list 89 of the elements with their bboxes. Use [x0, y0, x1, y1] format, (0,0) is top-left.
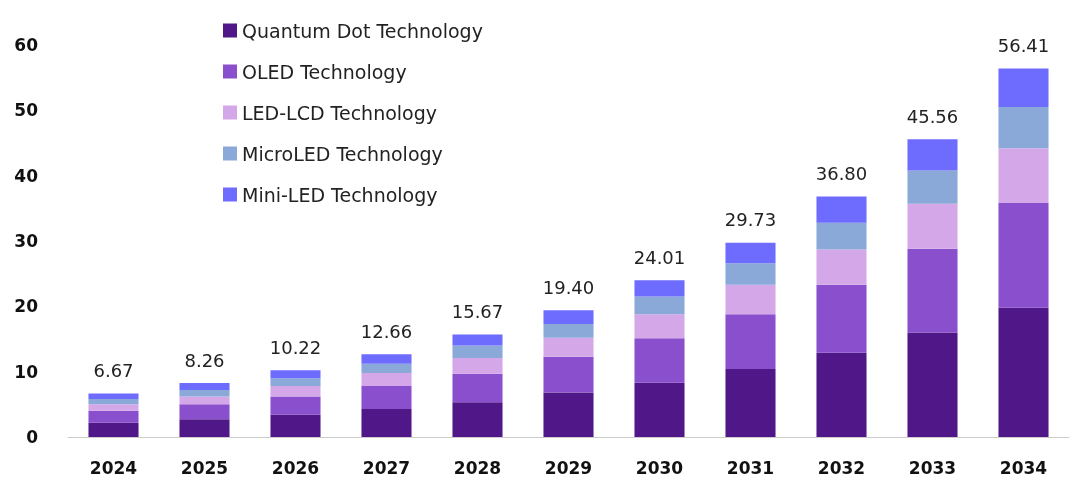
bar: [452, 345, 503, 358]
x-tick-label: 2032: [817, 457, 866, 478]
bar: [179, 419, 230, 437]
y-tick-label: 50: [14, 100, 39, 121]
bar: [634, 296, 685, 315]
total-label: 12.66: [360, 320, 413, 342]
bar: [452, 357, 503, 374]
bar: [998, 148, 1049, 204]
y-tick-label: 40: [14, 165, 39, 186]
bar: [270, 396, 321, 415]
total-label: 45.56: [906, 105, 959, 127]
total-label: 24.01: [633, 246, 686, 268]
bar: [270, 378, 321, 387]
bar: [907, 170, 958, 204]
bar: [543, 392, 594, 437]
bar: [452, 373, 503, 403]
bar: [452, 334, 503, 346]
x-tick-label: 2030: [635, 457, 684, 478]
y-tick-label: 20: [14, 296, 39, 317]
bar: [634, 314, 685, 339]
bar: [816, 284, 867, 353]
legend-label: OLED Technology: [242, 60, 407, 83]
bar: [998, 203, 1049, 308]
bar: [634, 280, 685, 297]
bar: [543, 310, 594, 324]
bar: [270, 386, 321, 397]
bar: [179, 404, 230, 420]
total-label: 56.41: [997, 34, 1050, 56]
x-tick-label: 2028: [453, 457, 502, 478]
legend-label: LED-LCD Technology: [242, 101, 438, 124]
bar: [998, 307, 1049, 437]
bar: [634, 338, 685, 383]
bar: [88, 393, 139, 400]
y-tick-label: 30: [14, 231, 39, 251]
total-label: 19.40: [542, 276, 595, 298]
bar: [543, 356, 594, 393]
total-label: 6.67: [93, 359, 134, 381]
bar: [361, 363, 412, 373]
legend-label: MicroLED Technology: [242, 142, 443, 165]
total-label: 29.73: [724, 209, 777, 231]
bar: [725, 263, 776, 285]
bar: [452, 402, 503, 437]
x-tick-label: 2029: [544, 457, 593, 478]
x-tick-label: 2025: [180, 457, 229, 478]
bar: [361, 408, 412, 437]
bar: [725, 242, 776, 264]
x-tick-label: 2026: [271, 457, 320, 478]
bar: [179, 383, 230, 390]
total-label: 8.26: [184, 349, 225, 371]
bar: [998, 68, 1049, 108]
bar: [725, 369, 776, 437]
x-tick-label: 2027: [362, 457, 411, 478]
bar: [179, 396, 230, 405]
x-tick-label: 2031: [726, 457, 775, 478]
bar: [907, 248, 958, 333]
bar: [88, 399, 139, 405]
legend-label: Mini-LED Technology: [242, 183, 438, 206]
bar: [543, 337, 594, 357]
total-label: 36.80: [815, 163, 868, 185]
bar: [907, 203, 958, 249]
bar: [998, 107, 1049, 149]
total-label: 10.22: [269, 336, 322, 358]
bar: [816, 352, 867, 437]
bar: [543, 323, 594, 338]
x-tick-label: 2034: [999, 457, 1048, 478]
bar: [270, 414, 321, 437]
bar: [179, 389, 230, 397]
bar: [816, 249, 867, 285]
bar: [634, 382, 685, 437]
bar: [88, 410, 139, 423]
bar: [270, 370, 321, 379]
bar: [361, 386, 412, 409]
bar: [88, 404, 139, 411]
bar: [88, 422, 139, 437]
bar: [907, 332, 958, 437]
bar: [907, 139, 958, 171]
x-tick-label: 2033: [908, 457, 957, 478]
bar: [725, 284, 776, 315]
y-tick-label: 0: [26, 427, 39, 447]
bar: [361, 354, 412, 364]
y-tick-label: 60: [14, 35, 39, 55]
bar: [725, 314, 776, 370]
bar: [816, 196, 867, 223]
total-label: 15.67: [451, 301, 504, 323]
bar: [361, 372, 412, 387]
y-tick-label: 10: [14, 361, 39, 382]
bar: [816, 222, 867, 250]
x-tick-label: 2024: [89, 457, 138, 478]
legend-label: Quantum Dot Technology: [242, 19, 483, 42]
